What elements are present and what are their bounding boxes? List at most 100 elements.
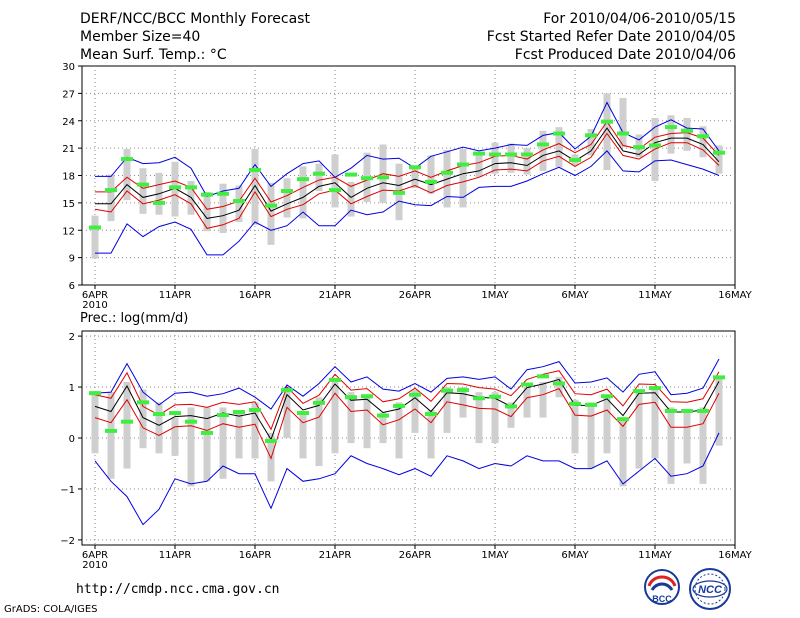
deterministic-marker (649, 143, 661, 148)
deterministic-marker (281, 388, 293, 393)
y-tick-label: 1 (69, 383, 75, 394)
chart-title: DERF/NCC/BCC Monthly Forecast (80, 11, 310, 27)
deterministic-marker (505, 404, 517, 409)
deterministic-marker (329, 377, 341, 382)
forecast-started-date: Fcst Started Refer Date 2010/04/05 (486, 29, 736, 45)
spread-bar (395, 402, 403, 459)
deterministic-marker (169, 185, 181, 190)
deterministic-marker (489, 394, 501, 399)
series-line-upper-inner-band (94, 370, 720, 431)
series-line-lower-inner-band (94, 387, 720, 460)
deterministic-marker (585, 133, 597, 138)
x-tick-year-label: 2010 (82, 300, 107, 311)
deterministic-marker (137, 182, 149, 187)
plot-frame (81, 65, 736, 286)
x-tick-label: 6APR (82, 290, 108, 301)
deterministic-marker (393, 403, 405, 408)
deterministic-marker (441, 170, 453, 175)
series-line-minimum (94, 432, 720, 526)
spread-bar (507, 402, 515, 428)
spread-bar (667, 407, 675, 484)
y-tick-label: 2 (69, 332, 75, 343)
deterministic-marker (89, 225, 101, 230)
member-size-label: Member Size=40 (80, 29, 201, 45)
series-line-lower-inner-band (94, 132, 720, 229)
deterministic-marker (313, 171, 325, 176)
spread-bar (539, 381, 547, 418)
spread-bar (283, 387, 291, 438)
spread-bar (459, 149, 467, 208)
deterministic-marker (313, 400, 325, 405)
spread-bar (155, 402, 163, 454)
series-line-minimum (95, 150, 720, 256)
y-tick-label: 15 (62, 199, 75, 210)
website-url[interactable]: http://cmdp.ncc.cma.gov.cn (76, 582, 280, 597)
series-line-ensemble-mean (94, 378, 720, 441)
deterministic-marker (409, 165, 421, 170)
spread-bar (251, 149, 259, 225)
spread-bar (347, 392, 355, 444)
spread-bar (235, 412, 243, 459)
spread-bar (699, 407, 707, 484)
spread-bar (459, 387, 467, 418)
y-tick-label: 6 (69, 281, 75, 292)
deterministic-marker (377, 413, 389, 418)
spread-bar (203, 191, 211, 232)
deterministic-marker (681, 408, 693, 413)
deterministic-marker (361, 394, 373, 399)
deterministic-marker (345, 172, 357, 177)
deterministic-marker (665, 125, 677, 130)
x-tick-label: 11APR (159, 550, 192, 561)
deterministic-marker (105, 188, 117, 193)
spread-bar (475, 392, 483, 444)
deterministic-marker (329, 188, 341, 193)
deterministic-marker (489, 152, 501, 157)
spread-bar (587, 402, 595, 469)
spread-bar (715, 376, 723, 446)
spread-bar (379, 412, 387, 444)
deterministic-marker (697, 408, 709, 413)
deterministic-marker (345, 395, 357, 400)
deterministic-marker (601, 394, 613, 399)
spread-bar (331, 379, 339, 454)
deterministic-marker (697, 134, 709, 139)
deterministic-marker (297, 411, 309, 416)
deterministic-marker (713, 375, 725, 380)
y-tick-label: 27 (62, 89, 75, 100)
spread-bar (219, 183, 227, 233)
variable-label: Mean Surf. Temp.: °C (80, 47, 227, 63)
bcc-logo: BCC (644, 569, 680, 605)
series-line-upper-inner-band (95, 120, 720, 210)
spread-bar (171, 417, 179, 456)
x-tick-year-label: 2010 (82, 560, 107, 571)
spread-bar (251, 402, 259, 459)
deterministic-marker (473, 151, 485, 156)
deterministic-marker (569, 157, 581, 162)
deterministic-marker (233, 199, 245, 204)
deterministic-marker (425, 412, 437, 417)
y-tick-label: 0 (69, 434, 75, 445)
deterministic-marker (377, 175, 389, 180)
deterministic-marker (457, 388, 469, 393)
deterministic-marker (201, 430, 213, 435)
spread-bar (91, 215, 99, 259)
deterministic-marker (105, 428, 117, 433)
x-tick-label: 21APR (319, 290, 352, 301)
deterministic-marker (713, 150, 725, 155)
bcc-logo-text: BCC (652, 594, 672, 604)
spread-bar (315, 397, 323, 467)
grads-credit: GrADS: COLA/IGES (4, 604, 98, 615)
spread-bar (411, 165, 419, 189)
deterministic-marker (169, 411, 181, 416)
spread-bar (331, 154, 339, 208)
deterministic-marker (553, 381, 565, 386)
spread-bar (315, 163, 323, 192)
deterministic-marker (249, 407, 261, 412)
spread-bar (667, 115, 675, 154)
series-line-maximum (94, 358, 720, 410)
deterministic-marker (633, 145, 645, 150)
spread-bar (555, 127, 563, 168)
x-tick-label: 16APR (239, 290, 272, 301)
